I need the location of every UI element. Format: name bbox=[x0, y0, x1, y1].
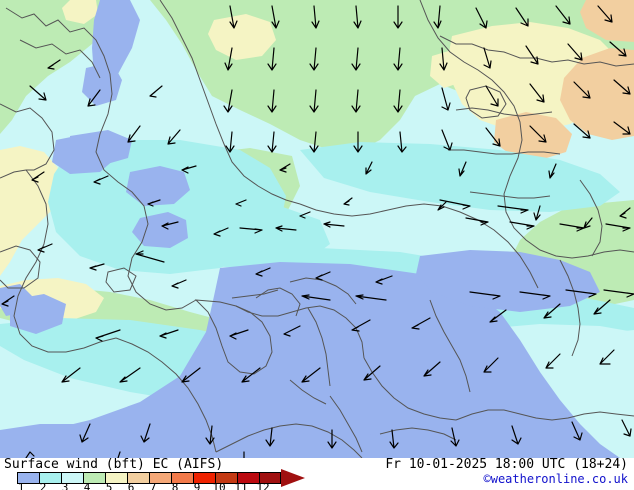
colorbar-segment-6 bbox=[127, 472, 149, 484]
colorbar-label-4: 4 bbox=[83, 481, 91, 490]
arrow-row-9 bbox=[95, 299, 611, 342]
band-bft5-scotland bbox=[0, 146, 62, 276]
colorbar-label-11: 11 bbox=[234, 481, 248, 490]
map-legend: Surface wind (bft) EC (AIFS) 1 2 3 4 5 6 7 8 9 10… bbox=[0, 457, 634, 490]
colorbar-segment-3 bbox=[61, 472, 83, 484]
arrow-row-2 bbox=[224, 41, 627, 71]
border-pl-cz bbox=[455, 409, 634, 421]
border-lt-by bbox=[579, 179, 603, 257]
coast-uk-east bbox=[13, 169, 117, 353]
colorbar-segment-7 bbox=[149, 472, 171, 484]
border-pl-east bbox=[559, 259, 581, 357]
colorbar-segment-4 bbox=[83, 472, 105, 484]
coast-baltic-east bbox=[419, 0, 634, 259]
band-bft1-nsea-pocket bbox=[70, 130, 132, 166]
band-bft5-north-sea bbox=[208, 14, 276, 60]
arrow-row-3 bbox=[29, 79, 631, 113]
colorbar-max-arrow bbox=[281, 469, 305, 487]
colorbar-segment-5 bbox=[105, 472, 127, 484]
arrow-row-11 bbox=[79, 419, 632, 449]
band-bft6-east-edge bbox=[494, 112, 572, 160]
beaufort-colorbar[interactable] bbox=[17, 472, 281, 484]
band-bft5-balt-pocket2 bbox=[430, 50, 466, 88]
border-ee-lv bbox=[455, 107, 553, 117]
border-lt-pl bbox=[469, 191, 551, 199]
map-svg bbox=[0, 0, 634, 458]
border-de-fr bbox=[329, 395, 363, 453]
coast-norway-fjords bbox=[19, 39, 101, 79]
arrow-row-6 bbox=[161, 197, 631, 237]
colorbar-segment-11 bbox=[237, 472, 259, 484]
band-bft1-mid-pocket bbox=[264, 432, 410, 458]
colorbar-segment-1 bbox=[17, 472, 39, 484]
colorbar-label-12: 12 bbox=[256, 481, 270, 490]
wind-arrows bbox=[1, 5, 634, 458]
arrow-row-7 bbox=[135, 217, 631, 263]
coast-gulf-finland bbox=[439, 35, 634, 67]
arrow-row-4 bbox=[127, 121, 631, 153]
arrow-row-8 bbox=[301, 199, 634, 301]
coast-estonia-in bbox=[465, 85, 507, 119]
wind-map-canvas[interactable] bbox=[0, 0, 634, 458]
border-nl-de bbox=[307, 307, 331, 387]
band-bft1-sea-pocket4 bbox=[132, 212, 188, 248]
colorbar-label-8: 8 bbox=[171, 481, 179, 490]
border-de-dk bbox=[231, 289, 279, 299]
colorbar-label-6: 6 bbox=[127, 481, 135, 490]
arrow-row-12 bbox=[25, 451, 245, 458]
band-bft1-south-central bbox=[0, 262, 620, 458]
wind-band-fills bbox=[0, 0, 634, 458]
colorbar-segment-10 bbox=[215, 472, 237, 484]
coast-nl-detail bbox=[255, 287, 301, 317]
coast-uk-west bbox=[0, 169, 27, 179]
arrow-row-5 bbox=[31, 161, 557, 185]
forecast-timestamp: Fr 10-01-2025 18:00 UTC (18+24) bbox=[385, 457, 628, 472]
band-bft6-russia bbox=[560, 48, 634, 140]
colorbar-segment-8 bbox=[171, 472, 193, 484]
coast-uk-scot bbox=[0, 103, 55, 171]
band-bft1-sea-pocket3 bbox=[126, 166, 190, 206]
coast-norway bbox=[5, 7, 197, 311]
band-bft1-east-poland bbox=[416, 250, 600, 312]
arrow-scattered bbox=[1, 59, 393, 307]
border-lv-lt bbox=[448, 149, 561, 155]
band-bft1-sw bbox=[0, 424, 128, 458]
coast-france-north bbox=[215, 423, 363, 458]
border-cz-at bbox=[379, 427, 457, 441]
colorbar-label-3: 3 bbox=[61, 481, 69, 490]
copyright-credit[interactable]: ©weatheronline.co.uk bbox=[483, 472, 629, 486]
colorbar-label-10: 10 bbox=[212, 481, 226, 490]
colorbar-label-9: 9 bbox=[193, 481, 201, 490]
coastlines bbox=[0, 0, 634, 458]
coast-baltic-south bbox=[299, 203, 539, 289]
colorbar-label-1: 1 bbox=[17, 481, 25, 490]
band-bft2-baltic-se bbox=[300, 142, 620, 212]
colorbar-label-5: 5 bbox=[105, 481, 113, 490]
band-bft1-channel-pocket bbox=[0, 284, 32, 316]
colorbar-label-7: 7 bbox=[149, 481, 157, 490]
coast-isles-1 bbox=[105, 267, 137, 293]
arrow-row-10 bbox=[61, 349, 615, 383]
colorbar-label-2: 2 bbox=[39, 481, 47, 490]
coast-sweden bbox=[159, 0, 301, 205]
legend-title: Surface wind (bft) EC (AIFS) bbox=[4, 457, 224, 472]
band-bft5-swe-pocket bbox=[62, 0, 98, 24]
coast-uk-irish bbox=[0, 245, 41, 289]
colorbar-segment-2 bbox=[39, 472, 61, 484]
border-be-fr bbox=[289, 379, 327, 405]
coast-france-west bbox=[363, 357, 457, 421]
colorbar-segment-12 bbox=[259, 472, 281, 484]
colorbar-segment-9 bbox=[193, 472, 215, 484]
arrow-row-1 bbox=[229, 5, 613, 29]
border-de-pl bbox=[429, 299, 471, 393]
coast-frisian bbox=[289, 277, 357, 305]
